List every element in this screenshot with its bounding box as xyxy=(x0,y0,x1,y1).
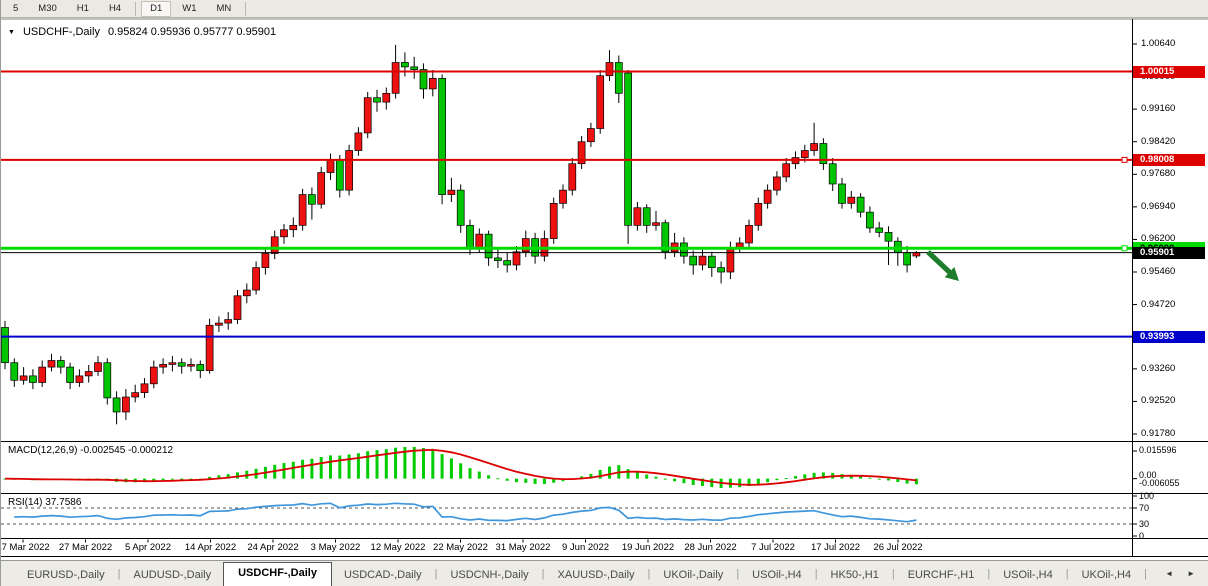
line-handle[interactable] xyxy=(1121,156,1128,163)
tab-separator: | xyxy=(117,567,121,580)
symbol-tab-bar: EURUSD-,Daily | AUDUSD-,Daily USDCHF-,Daily… xyxy=(1,560,1208,586)
toolbar-separator xyxy=(135,1,137,16)
tab-separator: | xyxy=(1065,567,1069,580)
rsi-axis-100: 100 xyxy=(1139,491,1155,501)
chart-window: ▼ USDCHF-,Daily 0.95824 0.95936 0.95777 … xyxy=(1,18,1208,560)
rsi-axis-30: 30 xyxy=(1139,519,1150,529)
price-axis-tick: 0.97680 xyxy=(1141,168,1176,180)
symbol-tab-usoil-h4[interactable]: USOil-,H4 xyxy=(1003,569,1053,581)
candlestick-series xyxy=(1,44,921,425)
price-line-label-0.93993: 0.93993 xyxy=(1133,330,1205,343)
date-axis-label: 3 May 2022 xyxy=(310,542,361,553)
price-axis-tick: 0.91780 xyxy=(1141,428,1176,439)
date-axis-label: 19 Jun 2022 xyxy=(621,542,675,553)
timeframe-button-mn[interactable]: MN xyxy=(216,3,232,14)
symbol-tab-xauusd-daily[interactable]: XAUUSD-,Daily xyxy=(557,569,635,581)
timeframe-button-w1[interactable]: W1 xyxy=(182,3,197,14)
timeframe-button-d1[interactable]: D1 xyxy=(141,0,172,17)
date-axis-label: 22 May 2022 xyxy=(433,542,488,553)
date-axis-label: 31 May 2022 xyxy=(495,542,551,553)
symbol-tab-usdcnh-daily[interactable]: USDCNH-,Daily xyxy=(450,569,529,581)
price-axis-tick: 0.99160 xyxy=(1141,103,1176,115)
macd-histogram xyxy=(3,447,918,488)
symbol-tab-usoil-h4[interactable]: USOil-,H4 xyxy=(752,569,802,581)
down-arrow-annotation[interactable] xyxy=(926,250,959,281)
timeframe-button-m30[interactable]: M30 xyxy=(38,3,57,14)
tab-separator: | xyxy=(434,567,438,580)
price-line-label-1.00015: 1.00015 xyxy=(1133,65,1205,78)
price-axis-tick: 0.94720 xyxy=(1141,298,1176,310)
price-axis-tick: 0.96200 xyxy=(1141,233,1176,245)
macd-indicator-label: MACD(12,26,9) -0.002545 -0.000212 xyxy=(8,445,174,456)
price-line-label-0.95901: 0.95901 xyxy=(1133,246,1205,259)
symbol-tab-ukoil-daily[interactable]: UKOil-,Daily xyxy=(663,569,724,581)
date-axis-label: 9 Jun 2022 xyxy=(561,542,610,553)
symbol-tab-usdchf-daily[interactable]: USDCHF-,Daily xyxy=(223,562,332,586)
timeframe-button-h4[interactable]: H4 xyxy=(108,3,122,14)
tab-scroll-left-icon[interactable]: ◄ xyxy=(1165,569,1174,578)
chart-ohlc-values: 0.95824 0.95936 0.95777 0.95901 xyxy=(107,26,277,38)
date-axis-label: 17 Jul 2022 xyxy=(810,542,861,553)
symbol-tab-hk50-h1[interactable]: HK50-,H1 xyxy=(830,569,879,581)
price-chart-canvas[interactable] xyxy=(1,18,1208,560)
chart-title: ▼ USDCHF-,Daily 0.95824 0.95936 0.95777 … xyxy=(8,26,276,38)
symbol-tab-eurusd-daily[interactable]: EURUSD-,Daily xyxy=(27,569,105,581)
price-axis-tick: 0.92520 xyxy=(1141,395,1176,407)
rsi-line xyxy=(14,502,917,523)
chart-symbol-label: USDCHF-,Daily xyxy=(22,26,100,38)
rsi-axis-70: 70 xyxy=(1139,503,1150,513)
timeframe-button-h1[interactable]: H1 xyxy=(76,3,89,14)
date-axis-label: 5 Apr 2022 xyxy=(125,542,171,553)
symbol-tab-ukoil-h4[interactable]: UKOil-,H4 xyxy=(1081,569,1132,581)
rsi-indicator-label: RSI(14) 37.7586 xyxy=(8,497,82,508)
date-axis-label: 28 Jun 2022 xyxy=(684,542,737,553)
line-handle[interactable] xyxy=(1121,245,1128,252)
date-axis-label: 14 Apr 2022 xyxy=(184,542,237,553)
date-axis-label: 12 May 2022 xyxy=(370,542,426,553)
tab-separator: | xyxy=(891,567,895,580)
tab-scroll-right-icon[interactable]: ► xyxy=(1187,569,1195,578)
chart-dropdown-icon[interactable]: ▼ xyxy=(8,28,15,36)
tab-separator: | xyxy=(736,567,740,580)
timeframe-toolbar: 5 M30 H1 H4 D1 W1 MN xyxy=(1,0,1208,18)
timeframe-button-5[interactable]: 5 xyxy=(13,3,19,14)
price-axis-tick: 1.00640 xyxy=(1141,38,1176,49)
date-axis-label: 17 Mar 2022 xyxy=(0,542,50,553)
macd-axis-zero: 0.00 xyxy=(1139,469,1157,480)
date-axis-label: 7 Jul 2022 xyxy=(751,542,795,553)
toolbar-separator xyxy=(245,1,247,16)
tab-separator: | xyxy=(541,567,545,580)
price-axis-tick: 0.96940 xyxy=(1141,200,1176,212)
tab-separator: | xyxy=(1144,567,1147,580)
price-axis-tick: 0.98420 xyxy=(1141,135,1176,147)
tab-separator: | xyxy=(647,567,651,580)
symbol-tab-usdcad-daily[interactable]: USDCAD-,Daily xyxy=(343,569,422,581)
tab-separator: | xyxy=(814,567,818,580)
tab-separator: | xyxy=(987,567,991,580)
date-axis-label: 26 Jul 2022 xyxy=(873,542,923,553)
macd-axis-min: -0.006055 xyxy=(1139,477,1180,488)
rsi-axis-0: 0 xyxy=(1139,531,1145,541)
symbol-tab-audusd-daily[interactable]: AUDUSD-,Daily xyxy=(133,569,212,581)
macd-axis-max: 0.015596 xyxy=(1139,445,1177,455)
date-axis-label: 27 Mar 2022 xyxy=(58,542,113,553)
date-axis-label: 24 Apr 2022 xyxy=(247,542,299,553)
price-axis-tick: 0.95460 xyxy=(1141,266,1176,277)
symbol-tab-eurchf-h1[interactable]: EURCHF-,H1 xyxy=(907,569,975,581)
macd-signal-line xyxy=(4,448,917,486)
price-line-label-0.98008: 0.98008 xyxy=(1133,153,1205,166)
price-axis-tick: 0.93260 xyxy=(1141,362,1176,374)
